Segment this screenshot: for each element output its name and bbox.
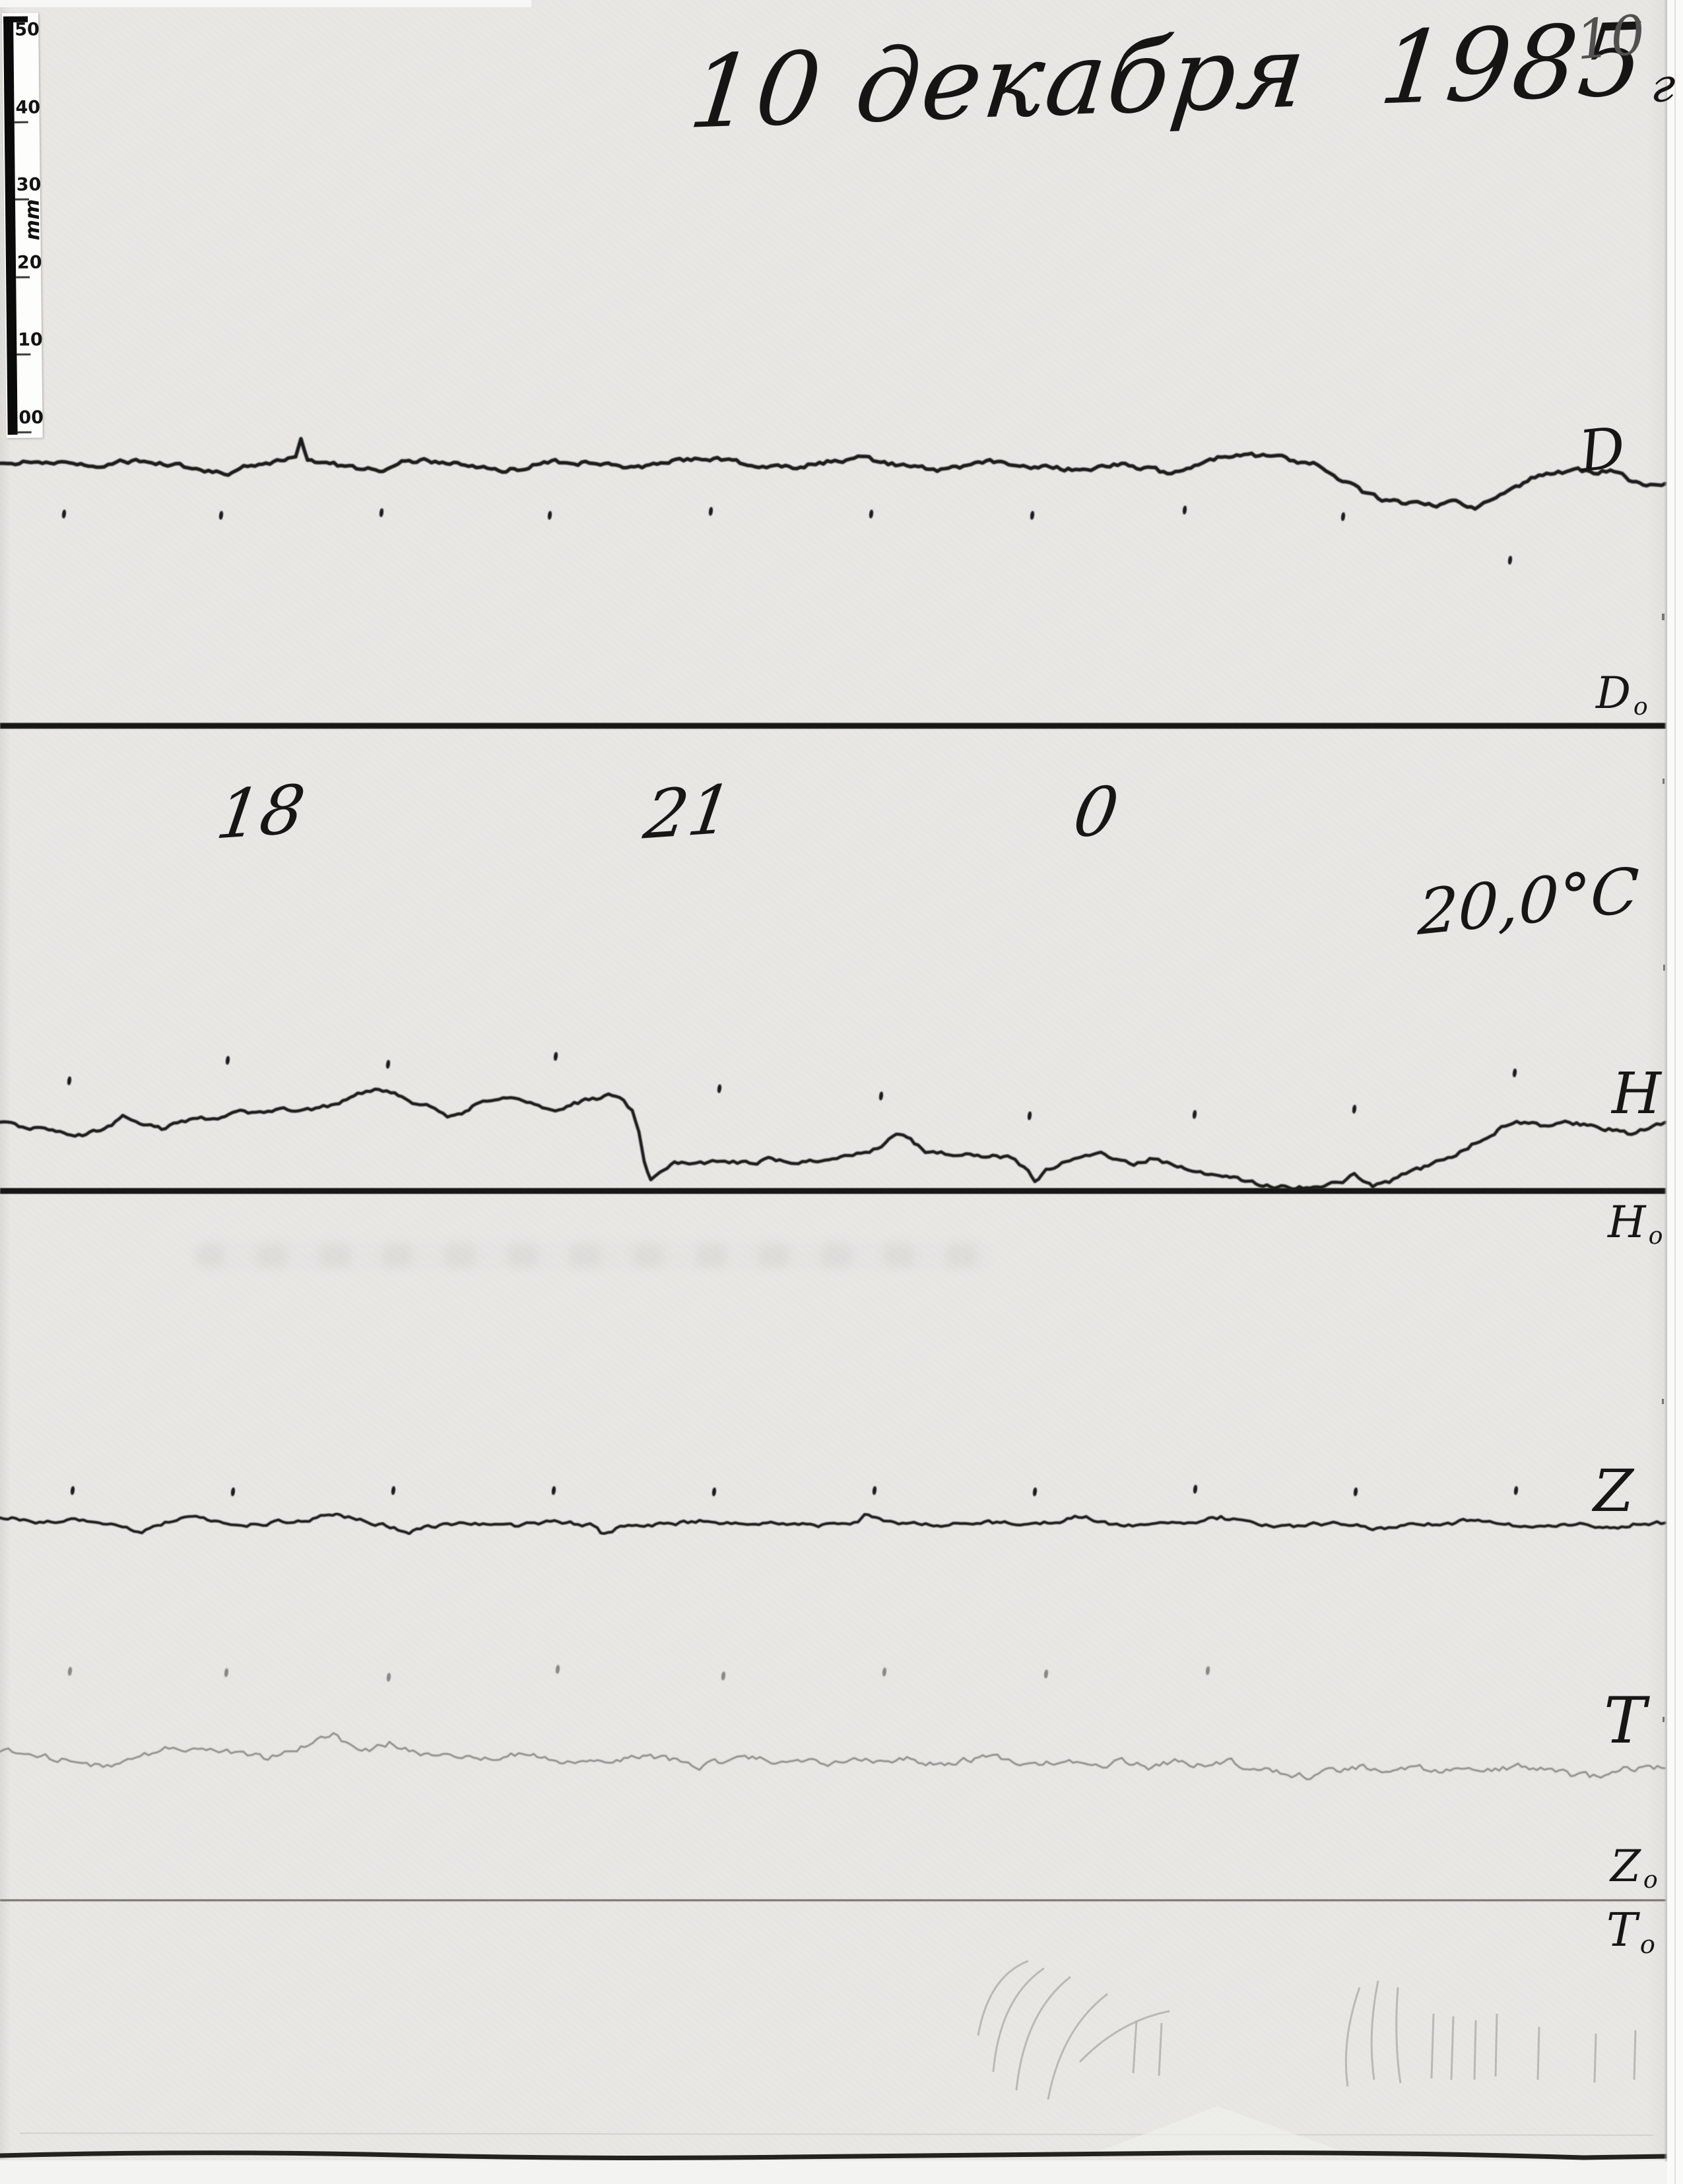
hour-mark-h — [385, 1060, 391, 1069]
trace-z — [0, 1512, 1667, 1535]
hour-mark-z — [1032, 1487, 1038, 1496]
hour-mark-d — [1340, 512, 1346, 521]
faint-pencil-line — [19, 2133, 1654, 2136]
hour-mark-h — [878, 1091, 884, 1101]
hour-label-18: 18 — [211, 770, 310, 855]
hour-mark-h — [1352, 1105, 1357, 1114]
hour-mark-h — [225, 1056, 230, 1065]
hour-mark-t — [386, 1673, 391, 1682]
hour-mark-d — [869, 509, 874, 519]
hour-mark-d — [547, 511, 552, 520]
hour-mark-t — [224, 1668, 229, 1677]
baseline-label-d0: Do — [1596, 668, 1649, 721]
hour-mark-h — [553, 1052, 558, 1061]
hour-mark-t — [1205, 1666, 1210, 1675]
trace-h — [0, 1087, 1667, 1191]
hour-mark-z — [872, 1486, 877, 1495]
paper-fold-highlight — [1086, 2106, 1356, 2156]
ruler-tick-label: 30 — [16, 174, 42, 195]
hour-mark-z — [230, 1487, 236, 1496]
hour-mark-z — [1513, 1486, 1519, 1495]
hour-mark-d — [708, 507, 713, 516]
ruler-tick-label: 40 — [15, 96, 41, 118]
ruler-tick-mark — [14, 121, 28, 123]
trace-label-d: D — [1575, 414, 1629, 486]
trace-label-h: H — [1612, 1061, 1662, 1127]
trace-label-z: Z — [1593, 1457, 1635, 1525]
hour-mark-t — [67, 1667, 73, 1676]
hour-mark-t — [882, 1667, 887, 1677]
hour-mark-t — [555, 1665, 560, 1674]
ruler-tick-mark — [16, 276, 30, 278]
ruler-tick-label: 50 — [15, 19, 40, 40]
trace-t — [0, 1732, 1666, 1781]
hour-mark-d — [1030, 511, 1035, 520]
hour-mark-h — [717, 1084, 722, 1093]
ruler-black-bar — [3, 16, 18, 435]
paper-right-edge — [1664, 0, 1667, 2162]
pencil-arcs — [977, 1960, 1637, 2100]
baseline-label-z0: Zo — [1610, 1841, 1659, 1894]
baseline-z0t0 — [0, 1899, 1666, 1902]
hour-mark-z — [1193, 1485, 1198, 1494]
scanner-crease-line — [1674, 0, 1676, 2184]
hour-mark-t — [721, 1671, 726, 1681]
hour-mark-h — [1027, 1111, 1032, 1120]
ruler-tick-mark — [17, 431, 32, 434]
hour-mark-t — [1043, 1669, 1049, 1679]
scanner-bottom-margin — [0, 2160, 1667, 2184]
ruler-unit-label: mm — [20, 199, 45, 241]
hour-mark-d — [218, 511, 224, 520]
hour-mark-h — [67, 1076, 72, 1085]
hour-mark-z — [391, 1486, 396, 1495]
ruler-tick-mark — [16, 353, 31, 356]
scan-top-edge — [0, 0, 531, 7]
baseline-h0 — [0, 1188, 1666, 1194]
trace-d — [0, 437, 1667, 511]
page-number: 10 — [1573, 3, 1648, 73]
mm-ruler: 50 40 30 20 10 00 mm — [2, 13, 45, 438]
baseline-d0 — [0, 723, 1666, 729]
hour-mark-z — [70, 1486, 75, 1495]
hour-mark-z — [711, 1487, 717, 1496]
hour-mark-d — [1182, 505, 1187, 515]
trace-label-t: T — [1604, 1684, 1647, 1758]
hour-label-21: 21 — [639, 770, 738, 855]
baseline-label-h0: Ho — [1608, 1197, 1664, 1250]
hour-mark-d — [379, 508, 384, 517]
ruler-tick-label: 00 — [18, 406, 44, 428]
hour-mark-d — [61, 509, 67, 519]
hour-mark-z — [1353, 1487, 1358, 1496]
hour-mark-z — [551, 1486, 556, 1495]
ink-bleed-through-smudge — [195, 1243, 993, 1268]
paper-bottom-edge — [0, 2150, 1668, 2160]
ruler-tick-label: 10 — [18, 329, 43, 350]
hour-mark-d — [1507, 556, 1513, 565]
baseline-label-t0: To — [1606, 1903, 1656, 1960]
hour-mark-h — [1192, 1110, 1197, 1119]
ruler-tick-label: 20 — [16, 251, 42, 273]
title-date: 10 декабря — [684, 13, 1313, 151]
hour-mark-h — [1512, 1068, 1517, 1077]
